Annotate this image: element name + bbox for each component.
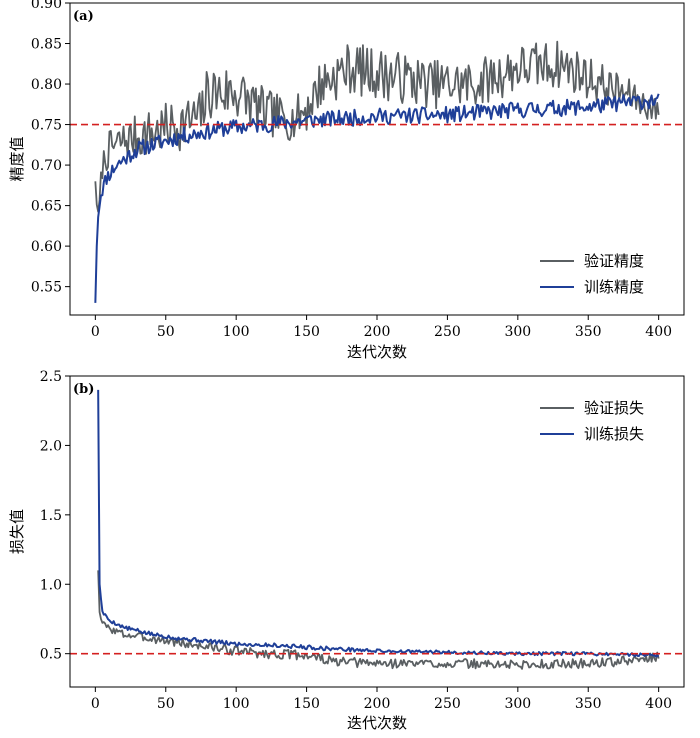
x-tick-label: 250 — [434, 696, 461, 712]
panel-label: (a) — [73, 9, 94, 24]
y-tick-label: 0.90 — [31, 0, 62, 12]
series-line-training — [94, 93, 660, 303]
y-tick-label: 2.5 — [40, 369, 62, 385]
x-tick-label: 100 — [223, 696, 250, 712]
y-tick-label: 0.65 — [31, 199, 62, 215]
series-line-validation — [97, 570, 660, 670]
y-tick-label: 0.60 — [31, 239, 62, 255]
accuracy-panel: 0 50 100 150 200 250 300 350 400 0.55 0.60 0.65 0.70… — [8, 0, 685, 361]
loss-panel: 0 50 100 150 200 250 300 350 400 0.5 1.0 1.5 2.0 2.5 迭… — [8, 369, 685, 732]
series-line-training — [97, 389, 660, 658]
legend-label: 训练精度 — [584, 278, 644, 296]
panel-label: (b) — [73, 382, 94, 397]
x-tick-label: 350 — [575, 324, 602, 340]
y-axis-title: 损失值 — [8, 509, 26, 554]
y-tick-label: 2.0 — [40, 438, 62, 454]
series-line-validation — [94, 40, 660, 213]
x-tick-label: 350 — [575, 696, 602, 712]
y-axis-title: 精度值 — [8, 136, 26, 181]
x-tick-label: 300 — [504, 696, 531, 712]
x-tick-label: 400 — [645, 324, 672, 340]
x-tick-label: 150 — [293, 324, 320, 340]
x-tick-label: 200 — [364, 696, 391, 712]
x-axis-title: 迭代次数 — [347, 343, 407, 361]
legend-label: 验证精度 — [584, 252, 644, 270]
x-tick-label: 400 — [645, 696, 672, 712]
x-tick-label: 250 — [434, 324, 461, 340]
x-tick-label: 150 — [293, 696, 320, 712]
x-tick-label: 100 — [223, 324, 250, 340]
y-tick-label: 0.5 — [40, 647, 62, 663]
x-axis-title: 迭代次数 — [347, 714, 407, 732]
x-tick-label: 300 — [504, 324, 531, 340]
x-tick-label: 0 — [91, 696, 100, 712]
legend-label: 验证损失 — [584, 399, 644, 417]
x-tick-label: 0 — [91, 324, 100, 340]
x-tick-label: 200 — [364, 324, 391, 340]
legend-label: 训练损失 — [584, 425, 644, 443]
y-tick-label: 0.80 — [31, 77, 62, 93]
y-tick-label: 0.85 — [31, 37, 62, 53]
x-tick-label: 50 — [157, 696, 175, 712]
y-tick-label: 1.0 — [40, 577, 62, 593]
y-tick-label: 1.5 — [40, 508, 62, 524]
y-tick-label: 0.55 — [31, 280, 62, 296]
y-tick-label: 0.70 — [31, 158, 62, 174]
y-tick-label: 0.75 — [31, 118, 62, 134]
x-tick-label: 50 — [157, 324, 175, 340]
